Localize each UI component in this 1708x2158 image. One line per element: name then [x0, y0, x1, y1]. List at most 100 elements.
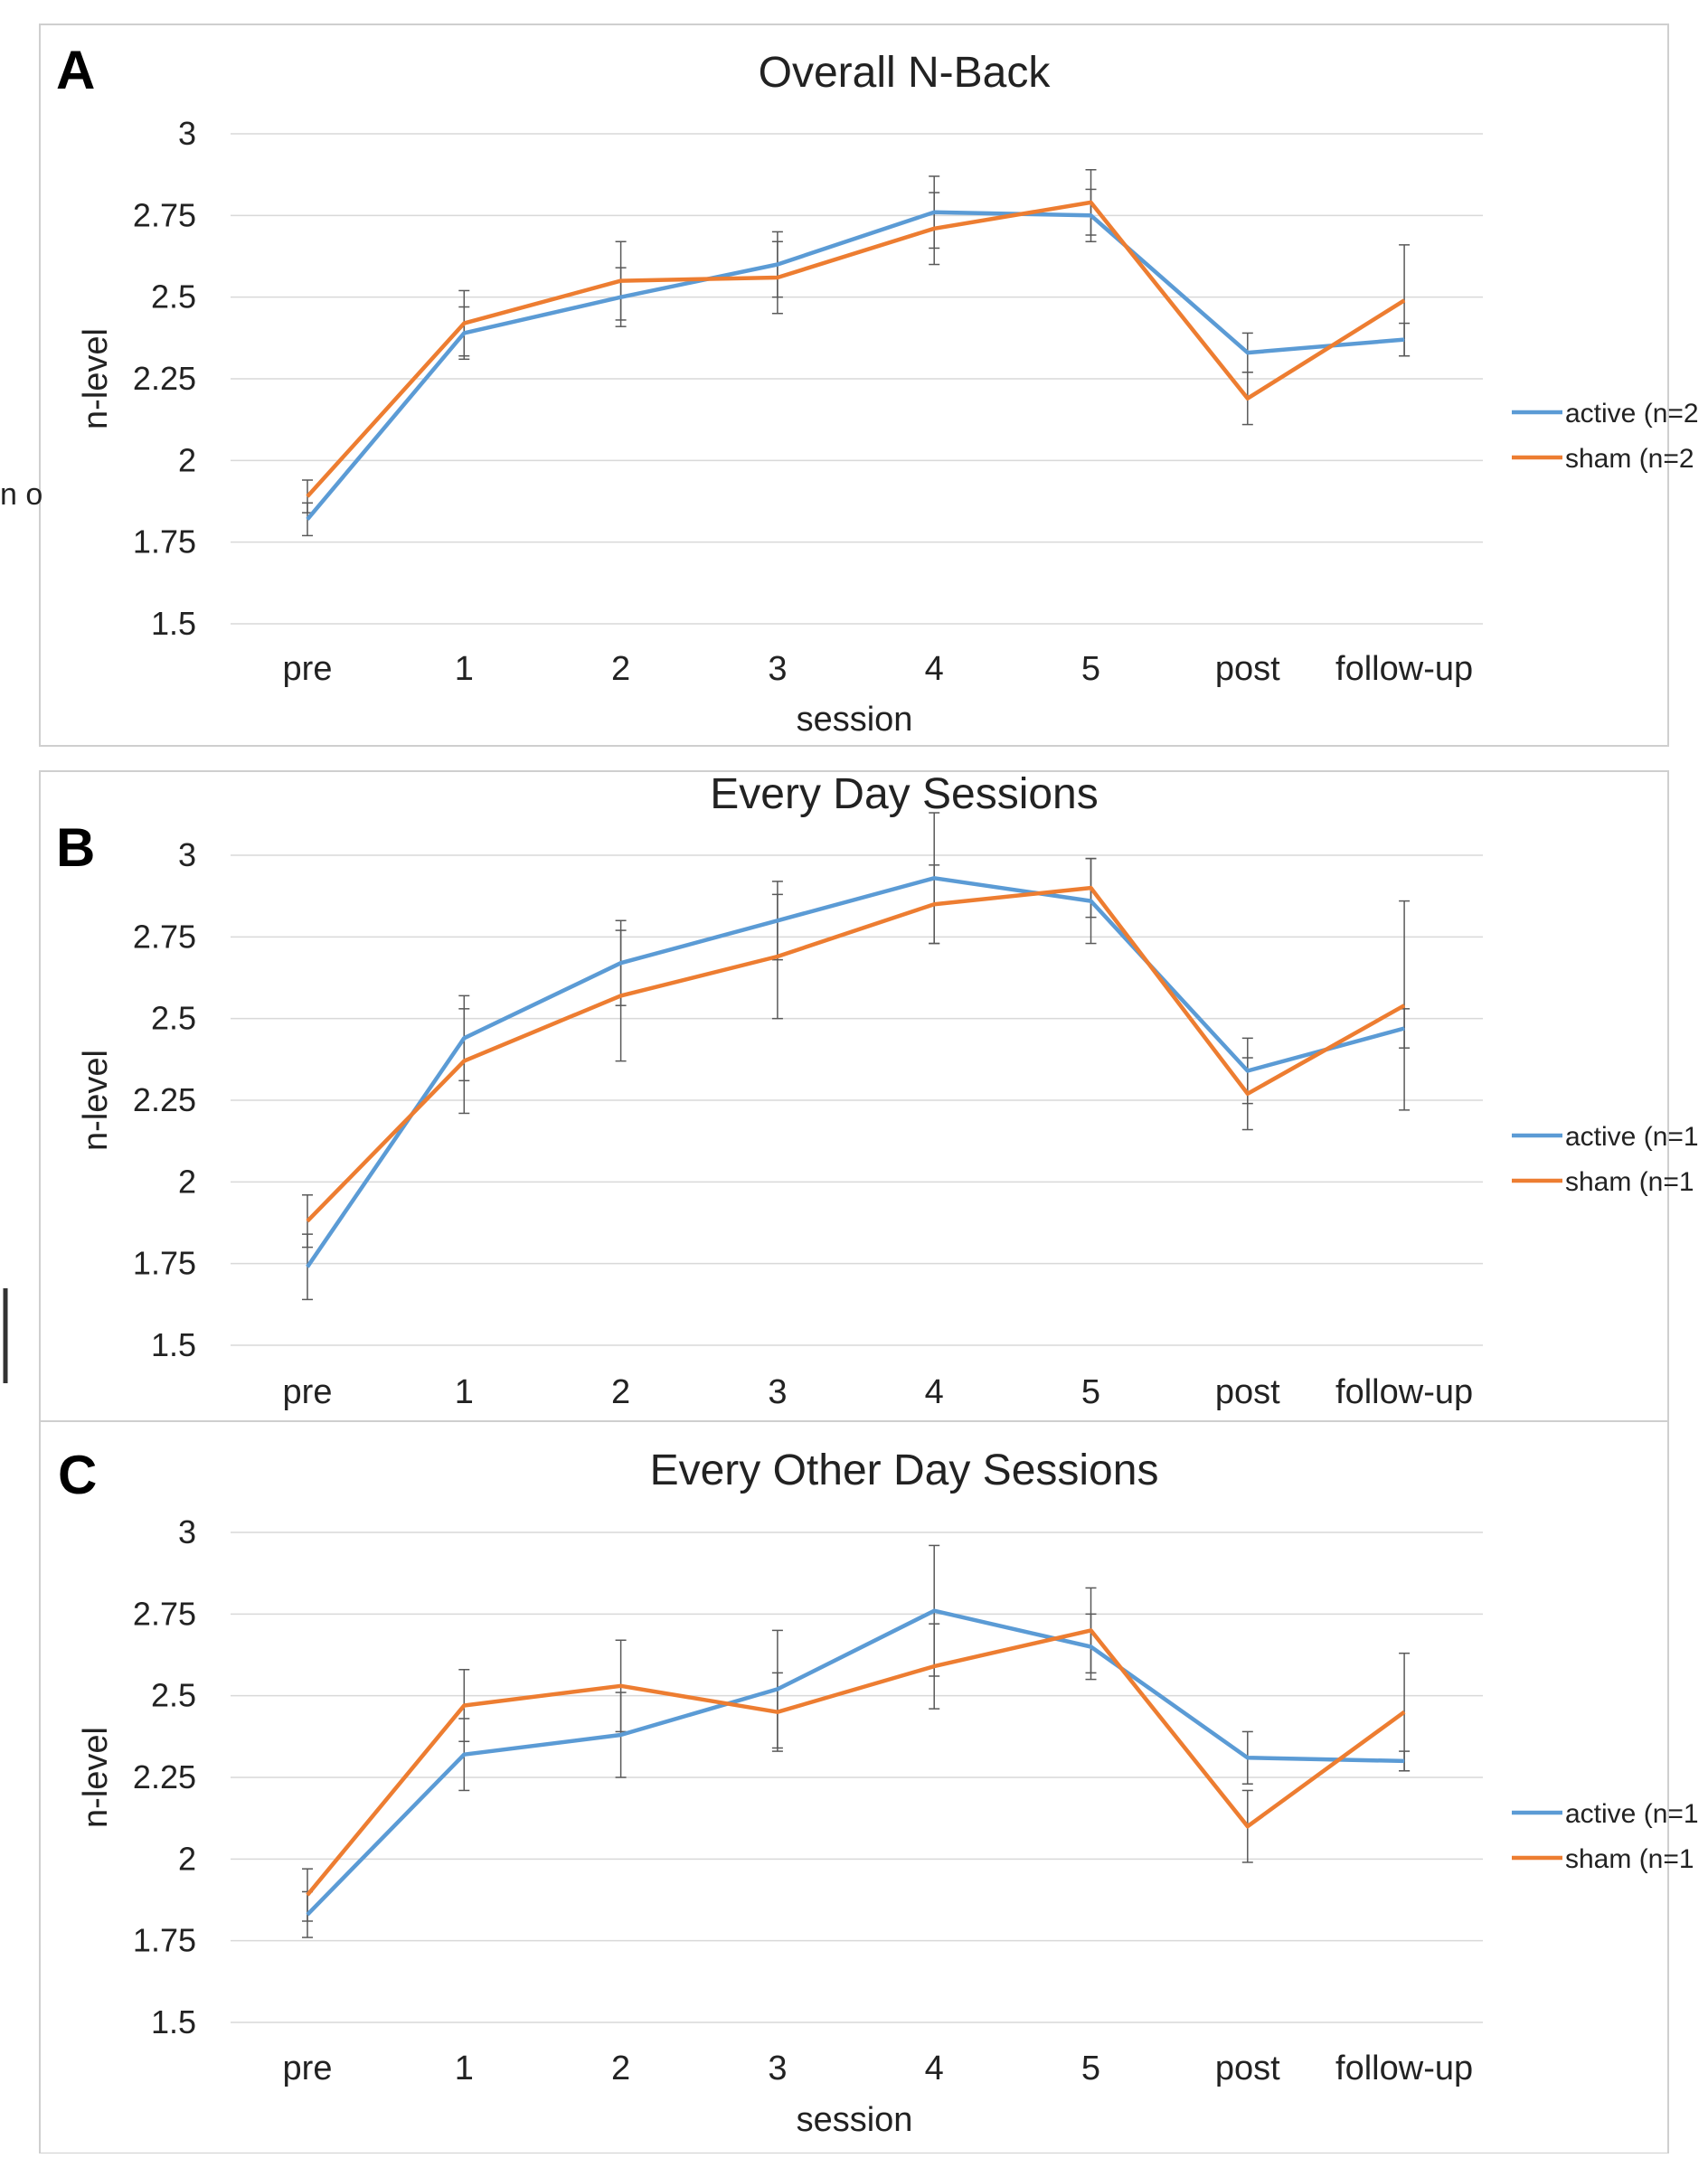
y-tick-label: 1.5 — [151, 605, 196, 642]
panel-label: A — [56, 40, 95, 100]
data-point-sham — [463, 1060, 465, 1062]
data-point-active — [1403, 339, 1405, 341]
chart-panel-a: 1.5 1.75 2 2.25 2.5 2.75 3 pre 1 2 3 4 5 post follow-u… — [39, 24, 1699, 747]
chart-frame — [39, 770, 1669, 1422]
data-point-sham — [1247, 398, 1249, 400]
data-point-sham — [463, 1705, 465, 1707]
data-point-sham — [307, 495, 308, 497]
x-tick-label: 2 — [611, 1373, 630, 1411]
x-tick-label: post — [1215, 2050, 1280, 2087]
data-point-sham — [1403, 1004, 1405, 1006]
x-tick-label: 1 — [455, 650, 474, 688]
x-tick-label: pre — [283, 650, 333, 688]
y-axis-label: n-level — [77, 1727, 115, 1828]
data-point-active — [933, 877, 935, 879]
y-tick-label: 2 — [178, 1163, 196, 1200]
data-point-active — [1247, 1757, 1249, 1758]
chart-title: Overall N-Back — [759, 49, 1052, 97]
data-point-sham — [620, 280, 622, 282]
x-tick-label: 3 — [768, 1373, 787, 1411]
y-axis-label: n-level — [77, 1050, 115, 1151]
data-point-active — [1403, 1028, 1405, 1030]
data-point-sham — [307, 1220, 308, 1222]
y-axis-label: n-level — [77, 328, 115, 429]
legend-label: active (n=1 — [1565, 1122, 1699, 1152]
y-tick-label: 2 — [178, 441, 196, 478]
x-tick-label: 5 — [1081, 2050, 1100, 2087]
data-point-active — [463, 1754, 465, 1756]
x-tick-label: post — [1215, 1373, 1280, 1411]
y-tick-label: 3 — [178, 1513, 196, 1550]
y-tick-label: 2.75 — [133, 1595, 196, 1632]
data-point-sham — [933, 1665, 935, 1667]
y-tick-label: 2.25 — [133, 1758, 196, 1795]
legend-label: sham (n=1 — [1565, 1167, 1694, 1197]
data-point-active — [1403, 1760, 1405, 1762]
panel-label: C — [58, 1445, 97, 1505]
data-point-sham — [620, 1685, 622, 1687]
x-tick-label: follow-up — [1335, 2050, 1473, 2087]
data-point-sham — [933, 903, 935, 905]
data-point-active — [463, 1037, 465, 1039]
chart-frame — [39, 1420, 1669, 2154]
y-tick-label: 3 — [178, 115, 196, 152]
y-tick-label: 2.5 — [151, 278, 196, 316]
data-point-sham — [777, 956, 779, 957]
series-line-sham — [306, 1628, 1406, 1897]
data-point-active — [307, 518, 308, 520]
data-point-active — [463, 332, 465, 334]
data-point-active — [1090, 900, 1091, 902]
series-line-active — [306, 876, 1405, 1268]
data-point-sham — [1090, 202, 1091, 203]
data-point-active — [777, 264, 779, 266]
legend-label: sham (n=2 — [1565, 444, 1694, 474]
data-point-sham — [777, 1711, 779, 1713]
x-tick-label: follow-up — [1335, 1373, 1473, 1411]
data-point-active — [1090, 1645, 1091, 1647]
y-tick-label: 1.5 — [151, 1326, 196, 1363]
legend-label: active (n=1 — [1565, 1799, 1699, 1829]
y-tick-label: 2.75 — [133, 196, 196, 233]
data-point-active — [620, 962, 622, 964]
y-tick-label: 2.5 — [151, 1677, 196, 1714]
x-tick-label: 2 — [611, 2050, 630, 2087]
x-tick-label: pre — [283, 1373, 333, 1411]
data-point-sham — [777, 277, 779, 278]
x-tick-label: 4 — [925, 2050, 944, 2087]
x-tick-label: 4 — [925, 650, 944, 688]
legend-label: sham (n=1 — [1565, 1844, 1694, 1874]
y-tick-label: 1.75 — [133, 1245, 196, 1282]
chart-panel-b: 1.5 1.75 2 2.25 2.5 2.75 3 pre 1 2 3 4 5 post follow-u… — [39, 770, 1699, 1422]
y-tick-label: 2.25 — [133, 360, 196, 397]
y-tick-label: 1.75 — [133, 1922, 196, 1959]
data-point-sham — [1403, 299, 1405, 301]
legend-label: active (n=2 — [1565, 399, 1699, 429]
y-tick-label: 2 — [178, 1840, 196, 1877]
data-point-sham — [463, 323, 465, 325]
x-tick-label: 3 — [768, 650, 787, 688]
x-tick-label: 2 — [611, 650, 630, 688]
x-tick-label: 5 — [1081, 1373, 1100, 1411]
data-point-active — [1090, 214, 1091, 216]
x-axis-label: session — [797, 2101, 913, 2139]
x-tick-label: post — [1215, 650, 1280, 688]
y-tick-label: 2.75 — [133, 918, 196, 955]
y-tick-label: 2.25 — [133, 1081, 196, 1118]
x-tick-label: follow-up — [1335, 650, 1473, 688]
series-line-active — [306, 210, 1405, 521]
data-point-active — [1247, 1070, 1249, 1071]
x-tick-label: 5 — [1081, 650, 1100, 688]
data-point-sham — [1247, 1093, 1249, 1095]
series-line-sham — [306, 200, 1406, 498]
data-point-sham — [620, 994, 622, 996]
x-axis-label: session — [797, 701, 913, 739]
chart-panel-c: 1.5 1.75 2 2.25 2.5 2.75 3 pre 1 2 3 4 5 post follow-u… — [39, 1420, 1699, 2154]
chart-title: Every Other Day Sessions — [650, 1447, 1159, 1494]
data-point-active — [307, 1914, 308, 1916]
panel-label: B — [56, 817, 95, 878]
x-tick-label: 4 — [925, 1373, 944, 1411]
y-tick-label: 2.5 — [151, 1000, 196, 1037]
x-tick-label: 1 — [455, 2050, 474, 2087]
